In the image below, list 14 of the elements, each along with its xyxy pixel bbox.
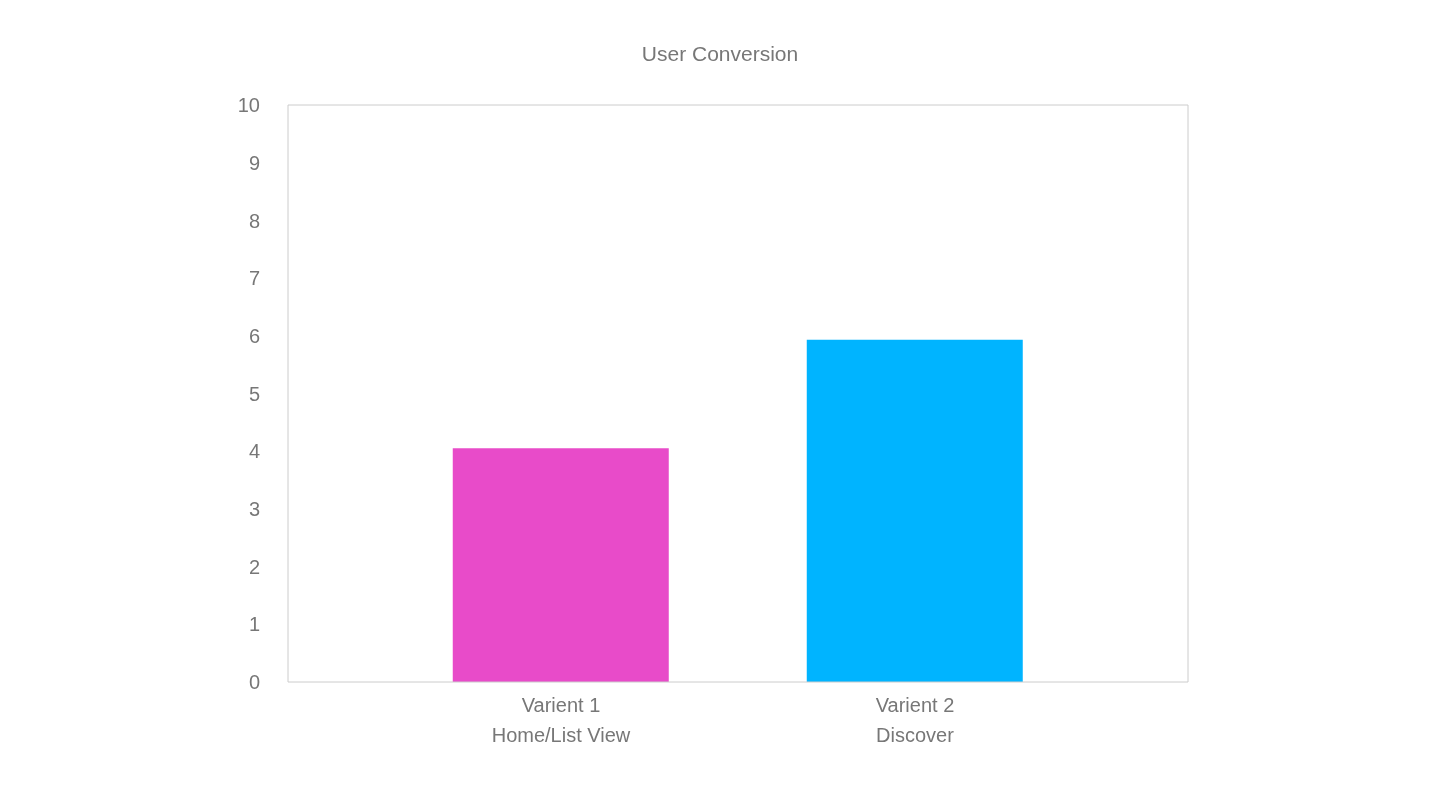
x-tick-label: Varient 1 Home/List View — [491, 694, 631, 746]
y-tick-label: 6 — [248, 324, 260, 347]
y-tick-label: 4 — [248, 440, 260, 463]
y-tick-label: 1 — [248, 613, 260, 636]
y-tick-label: 0 — [248, 671, 260, 694]
chart-title: User Conversion — [640, 42, 800, 66]
y-tick-label: 9 — [248, 151, 260, 174]
x-tick-label: Varient 2 Discover — [875, 694, 955, 746]
y-tick-label: 2 — [248, 555, 260, 578]
y-tick-label: 3 — [248, 498, 260, 520]
y-tick-label: 7 — [248, 267, 260, 290]
y-tick-label: 10 — [237, 94, 260, 117]
y-tick-label: 8 — [248, 209, 260, 232]
y-tick-label: 5 — [248, 382, 260, 405]
